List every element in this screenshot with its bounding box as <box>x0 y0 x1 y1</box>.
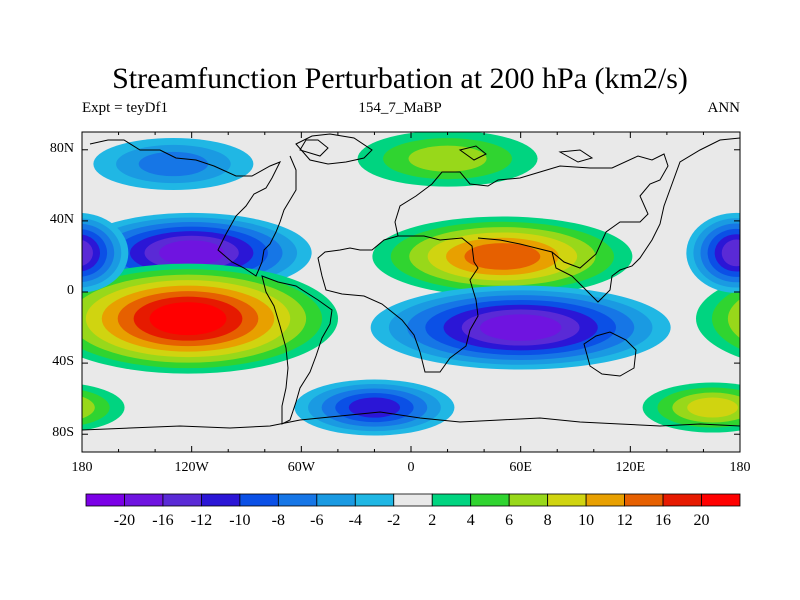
colorbar-swatch <box>508 493 549 507</box>
coastline-asia <box>551 137 740 303</box>
y-tick-label: 80N <box>49 140 74 156</box>
colorbar-swatch <box>354 493 395 507</box>
x-tick-label: 180 <box>729 460 751 475</box>
contour-level-wrap-0-1 <box>744 217 800 288</box>
x-tick-label: 120E <box>615 460 646 475</box>
colorbar-label: 10 <box>578 512 595 529</box>
season-label: ANN <box>707 100 741 116</box>
colorbar-label: 12 <box>616 512 633 529</box>
colorbar-swatch <box>124 493 164 507</box>
contour-level-wrap-1-4 <box>760 286 800 352</box>
y-tick-label: 0 <box>67 283 74 298</box>
contour-level-wrap-6-3 <box>29 398 80 418</box>
coastlines <box>82 133 740 431</box>
colorbar-label: -10 <box>229 512 251 529</box>
x-tick-label: 120W <box>174 460 209 475</box>
contour-level-wrap-0-3 <box>773 227 800 280</box>
colorbar-swatch <box>470 493 510 507</box>
map-title: Streamfunction Perturbation at 200 hPa (… <box>112 62 688 95</box>
contour-level-wrap-7-4 <box>82 234 101 272</box>
axis-ticks <box>81 132 741 452</box>
colorbar-label: 20 <box>693 512 710 529</box>
coastline-arctic-islands <box>299 139 594 163</box>
y-tick-label: 40N <box>49 211 74 227</box>
y-tick-label: 40S <box>52 354 74 370</box>
contour-level-wrap-1-2 <box>727 299 740 339</box>
colorbar-swatch <box>277 493 318 507</box>
colorbar-label: -16 <box>152 512 174 529</box>
colorbar-label: -8 <box>271 512 286 529</box>
colorbar-swatch <box>547 493 587 507</box>
contour-level-5-2 <box>408 145 487 172</box>
contour-level-wrap-0-2 <box>759 222 800 284</box>
case-label: 154_7_MaBP <box>358 100 442 116</box>
contour-level-1-7 <box>149 302 227 336</box>
x-tick-label: 60W <box>287 460 315 475</box>
contour-level-wrap-7-5 <box>82 239 93 266</box>
contour-level-2-5 <box>464 243 541 270</box>
coastline-australia <box>583 331 637 377</box>
colorbar-swatch <box>431 493 472 507</box>
contour-level-6-3 <box>687 397 738 418</box>
contour-level-wrap-0-4 <box>788 231 800 274</box>
colorbar-label: 2 <box>428 512 437 529</box>
coastline-africa <box>317 235 479 373</box>
colorbar-label: -12 <box>190 512 213 529</box>
coastline-north-america <box>89 139 297 277</box>
colorbar-swatch <box>393 493 433 507</box>
colorbar-label: -20 <box>113 512 136 529</box>
colorbar-swatch <box>585 493 625 507</box>
colorbar-swatch <box>201 493 241 507</box>
colorbar-label: 4 <box>466 512 475 529</box>
coastline-europe <box>394 153 669 269</box>
contour-level-wrap-1-5 <box>776 291 800 346</box>
colorbar-swatch <box>701 493 741 507</box>
contour-level-wrap-6-1 <box>82 390 110 425</box>
coastline-south-america <box>261 275 333 425</box>
colorbar-swatch <box>624 493 664 507</box>
colorbar-swatch <box>85 493 125 507</box>
colorbar <box>85 493 741 507</box>
coastline-greenland <box>295 133 373 165</box>
colorbar-swatch <box>162 493 202 507</box>
contour-level-wrap-1-6 <box>792 297 800 341</box>
colorbar-swatch <box>316 493 356 507</box>
experiment-label: Expt = teyDf1 <box>82 100 168 116</box>
streamfunction-field <box>29 132 800 436</box>
colorbar-label: -6 <box>310 512 324 529</box>
x-tick-label: 60E <box>509 460 532 475</box>
colorbar-label: -2 <box>387 512 401 529</box>
colorbar-label: -4 <box>348 512 362 529</box>
x-tick-label: 0 <box>407 460 415 475</box>
contour-level-3-6 <box>479 314 562 341</box>
coastline-antarctica <box>82 411 740 431</box>
colorbar-label: 8 <box>543 512 552 529</box>
colorbar-label: 6 <box>505 512 514 529</box>
contour-level-wrap-1-3 <box>744 280 800 357</box>
contour-level-wrap-1-1 <box>711 288 740 349</box>
contour-level-8-2 <box>138 151 209 177</box>
x-tick-label: 180 <box>71 460 93 475</box>
y-tick-label: 80S <box>52 425 74 441</box>
colorbar-label: 16 <box>655 512 672 529</box>
contour-level-0-6 <box>159 240 225 266</box>
contour-level-wrap-6-2 <box>82 396 95 419</box>
contour-level-7-5 <box>721 239 740 267</box>
colorbar-swatch <box>239 493 279 507</box>
colorbar-swatch <box>662 493 702 507</box>
